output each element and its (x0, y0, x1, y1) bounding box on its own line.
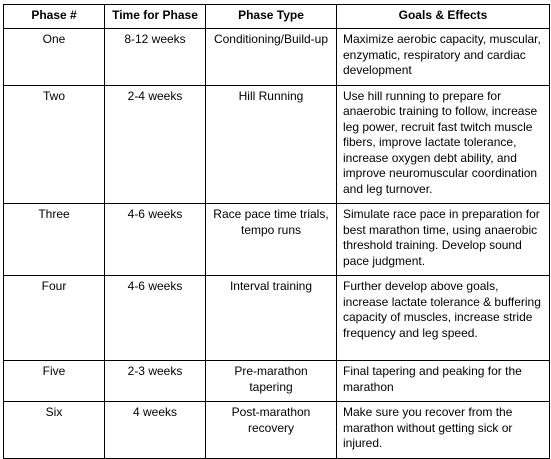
cell-time: 8-12 weeks (104, 28, 206, 86)
header-goals: Goals & Effects (336, 4, 550, 29)
cell-phase: One (3, 28, 105, 86)
table-row: Three 4-6 weeks Race pace time trials, t… (3, 203, 550, 276)
cell-phase: Five (3, 360, 105, 402)
cell-type: Conditioning/Build-up (205, 28, 337, 86)
cell-time: 2-3 weeks (104, 360, 206, 402)
cell-time: 4-6 weeks (104, 203, 206, 276)
header-time: Time for Phase (104, 4, 206, 29)
cell-time: 4 weeks (104, 401, 206, 459)
cell-type: Post-marathon recovery (205, 401, 337, 459)
cell-time: 4-6 weeks (104, 275, 206, 361)
table-row: Five 2-3 weeks Pre-marathon tapering Fin… (3, 360, 550, 402)
cell-type: Hill Running (205, 84, 337, 204)
cell-phase: Three (3, 203, 105, 276)
header-phase: Phase # (3, 4, 105, 29)
marathon-phase-table: Phase # Time for Phase Phase Type Goals … (3, 4, 550, 459)
table-row: One 8-12 weeks Conditioning/Build-up Max… (3, 28, 550, 86)
cell-type: Pre-marathon tapering (205, 360, 337, 402)
cell-phase: Four (3, 275, 105, 361)
table-header-row: Phase # Time for Phase Phase Type Goals … (3, 4, 550, 29)
header-type: Phase Type (205, 4, 337, 29)
cell-time: 2-4 weeks (104, 84, 206, 204)
table-row: Four 4-6 weeks Interval training Further… (3, 275, 550, 361)
cell-goals: Use hill running to prepare for anaerobi… (336, 84, 550, 204)
cell-goals: Simulate race pace in preparation for be… (336, 203, 550, 276)
table-row: Six 4 weeks Post-marathon recovery Make … (3, 401, 550, 459)
cell-type: Race pace time trials, tempo runs (205, 203, 337, 276)
cell-goals: Make sure you recover from the marathon … (336, 401, 550, 459)
cell-goals: Maximize aerobic capacity, muscular, enz… (336, 28, 550, 86)
table-row: Two 2-4 weeks Hill Running Use hill runn… (3, 84, 550, 204)
cell-phase: Two (3, 84, 105, 204)
cell-phase: Six (3, 401, 105, 459)
cell-goals: Final tapering and peaking for the marat… (336, 360, 550, 402)
cell-goals: Further develop above goals, increase la… (336, 275, 550, 361)
cell-type: Interval training (205, 275, 337, 361)
